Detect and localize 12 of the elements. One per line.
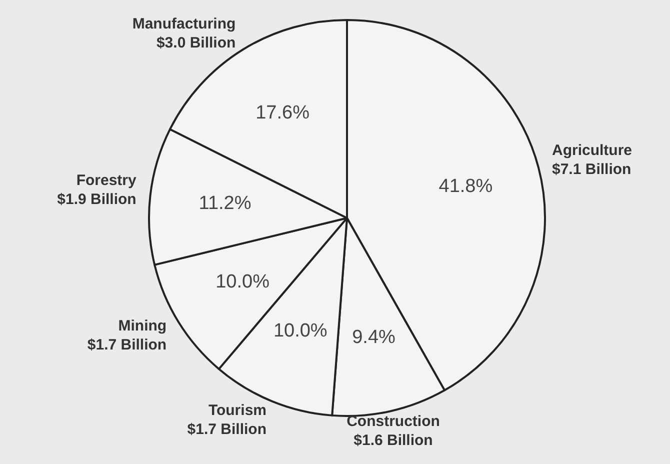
slice-label: Tourism $1.7 Billion bbox=[187, 402, 266, 438]
data-label: 41.8% bbox=[438, 176, 493, 197]
slice-label: Agriculture $7.1 Billion bbox=[552, 142, 632, 178]
slice-label: Manufacturing $3.0 Billion bbox=[132, 16, 236, 52]
data-label: 10.0% bbox=[273, 320, 328, 342]
data-label: 9.4% bbox=[352, 326, 396, 348]
slice-label: Mining $1.7 Billion bbox=[87, 317, 167, 354]
data-label: 17.6% bbox=[256, 102, 310, 124]
data-label: 10.0% bbox=[216, 271, 270, 292]
data-label: 11.2% bbox=[198, 193, 252, 214]
slice-label: Construction $1.6 Billion bbox=[346, 412, 440, 449]
slice-label: Forestry $1.9 Billion bbox=[57, 172, 138, 208]
